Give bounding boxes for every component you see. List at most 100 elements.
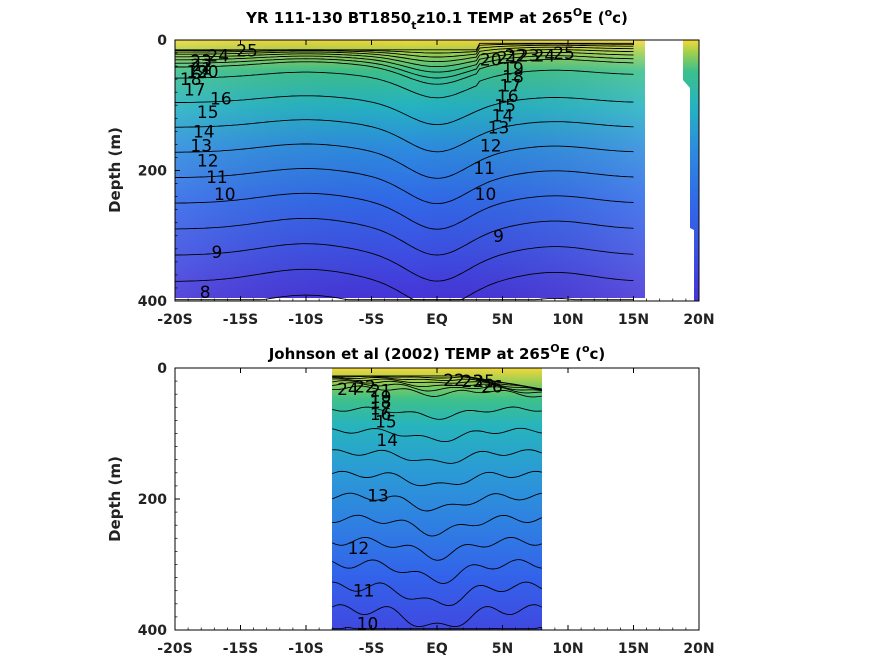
contour-label: 16 [497, 87, 519, 107]
contour-label: 19 [186, 62, 208, 82]
contour-label: 8 [200, 283, 211, 303]
isotherm-16 [332, 492, 542, 512]
contour-label: 16 [370, 405, 392, 425]
x-tick-label: -20S [157, 641, 192, 656]
contour-label: 22 [190, 56, 212, 76]
x-tick-label: 10N [552, 641, 583, 656]
contour-label: 18 [370, 393, 392, 413]
contour-label: 23 [190, 52, 212, 72]
x-tick-label: -15S [223, 641, 258, 656]
contour-label: 22 [443, 371, 465, 391]
contour-label: 14 [376, 431, 398, 451]
contour-label: 11 [473, 159, 495, 179]
isotherm-9 [175, 268, 634, 301]
y-tick-label: 200 [138, 164, 167, 180]
x-tick-label: -15S [223, 312, 258, 328]
isotherm-23 [175, 44, 634, 58]
isotherm-22 [175, 46, 634, 63]
bottom-panel: Johnson et al (2002) TEMP at 265OE (oc) … [106, 342, 715, 656]
contour-label: 22 [354, 377, 376, 397]
x-tick-label: 20N [683, 312, 714, 328]
contour-label: 19 [502, 60, 524, 80]
x-tick-label: -10S [288, 641, 323, 656]
contour-label: 17 [500, 77, 522, 97]
contour-label: 18 [180, 70, 202, 90]
isotherm-8 [175, 294, 634, 301]
isotherm-21 [175, 49, 634, 68]
bottom-axes: -20S -15S -10S -5S EQ 5N 10N 15N 20N 0 200 400 [138, 361, 715, 656]
isotherm-24 [175, 43, 634, 54]
isotherm-20 [332, 406, 542, 420]
contour-label: 10 [214, 185, 236, 205]
isotherm-25 [332, 376, 542, 391]
isotherm-23 [332, 380, 542, 392]
contour-label: 13 [367, 487, 389, 507]
contour-label: 12 [480, 137, 502, 157]
contour-label: 20 [480, 51, 502, 71]
isotherm-17 [332, 470, 542, 487]
isotherm-11 [332, 604, 542, 628]
isotherm-11 [175, 217, 634, 256]
contour-label: 24 [207, 47, 229, 67]
contour-label: 23 [462, 372, 484, 392]
contour-label: 13 [488, 118, 510, 138]
top-axes: -20S -15S -10S -5S EQ 5N 10N 15N 20N 0 200 400 [138, 33, 715, 328]
contour-label: 14 [492, 107, 514, 127]
isotherm-14 [175, 143, 634, 179]
contour-label: 16 [210, 90, 232, 110]
contour-label: 19 [370, 388, 392, 408]
contour-label: 15 [197, 103, 219, 123]
x-tick-label: 15N [618, 312, 649, 328]
contour-label: 12 [348, 539, 370, 559]
x-tick-label: 5N [492, 641, 513, 656]
contour-label: 20 [197, 62, 219, 82]
isotherm-10 [175, 243, 634, 282]
contour-label: 10 [475, 185, 497, 205]
contour-label: 17 [370, 400, 392, 420]
contour-label: 22 [505, 47, 527, 67]
bottom-ylabel: Depth (m) [106, 456, 124, 542]
contour-label: 17 [184, 81, 206, 101]
y-tick-label: 400 [138, 294, 167, 310]
isotherm-12 [332, 581, 542, 607]
contour-label: 15 [494, 96, 516, 116]
bottom-contour-lines [332, 375, 542, 630]
x-tick-label: 20N [683, 641, 714, 656]
isotherm-26 [332, 375, 542, 390]
isotherm-15 [332, 514, 542, 537]
contour-label: 26 [481, 377, 503, 397]
isotherm-17 [175, 69, 634, 99]
top-panel: YR 111-130 BT1850tz10.1 TEMP at 265OE (o… [106, 6, 715, 328]
contour-label: 24 [337, 380, 359, 400]
top-title: YR 111-130 BT1850tz10.1 TEMP at 265OE (o… [245, 6, 628, 32]
bottom-title: Johnson et al (2002) TEMP at 265OE (oc) [268, 342, 606, 363]
isotherm-21 [332, 385, 542, 398]
contour-label: 25 [236, 41, 258, 61]
x-tick-label: 5N [492, 312, 513, 328]
isotherm-13 [175, 168, 634, 205]
isotherm-13 [332, 559, 542, 585]
contour-label: 9 [212, 243, 223, 263]
isotherm-22 [332, 382, 542, 394]
contour-label: 14 [193, 122, 215, 142]
x-tick-label: -5S [359, 312, 385, 328]
x-tick-label: -5S [359, 641, 385, 656]
x-tick-label: -20S [157, 312, 192, 328]
y-tick-label: 0 [157, 361, 167, 377]
contour-label: 11 [206, 168, 228, 188]
y-tick-label: 400 [138, 623, 167, 639]
contour-label: 13 [190, 137, 212, 157]
isotherm-16 [175, 95, 634, 126]
isotherm-12 [175, 192, 634, 230]
top-ylabel: Depth (m) [106, 127, 124, 213]
y-tick-label: 0 [157, 33, 167, 49]
contour-label: 11 [353, 582, 375, 602]
isotherm-20 [175, 51, 634, 73]
contour-label: 9 [493, 227, 504, 247]
y-tick-label: 200 [138, 492, 167, 508]
isotherm-24 [332, 378, 542, 391]
top-filled-field-east [683, 40, 699, 301]
